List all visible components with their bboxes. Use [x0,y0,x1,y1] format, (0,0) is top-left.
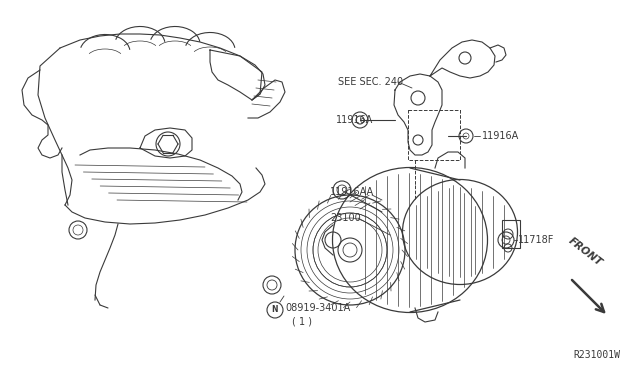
Bar [502,220,520,248]
Text: 11916A: 11916A [336,115,373,125]
Text: FRONT: FRONT [567,235,605,268]
Text: 08919-3401A: 08919-3401A [285,303,350,313]
Text: 11916AA: 11916AA [330,187,374,197]
Text: ( 1 ): ( 1 ) [292,317,312,327]
Text: SEE SEC. 240: SEE SEC. 240 [338,77,403,87]
Text: N: N [272,305,278,314]
Text: 23100: 23100 [330,213,361,223]
Text: R231001W: R231001W [573,350,620,360]
Text: 11718F: 11718F [518,235,554,245]
Text: 11916A: 11916A [482,131,519,141]
